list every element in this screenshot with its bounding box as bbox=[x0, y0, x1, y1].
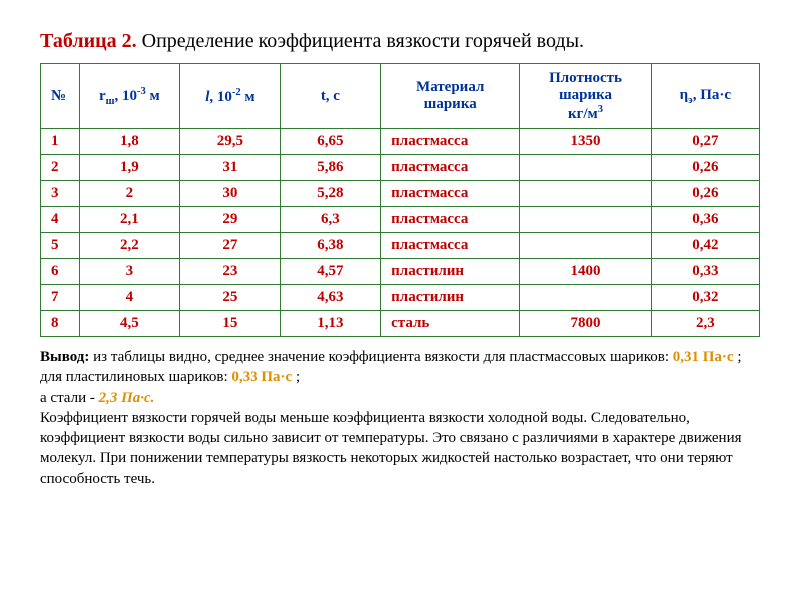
cell-r: 2,2 bbox=[79, 233, 180, 259]
cell-material: пластмасса bbox=[381, 233, 520, 259]
cell-l: 25 bbox=[180, 285, 281, 311]
cell-l: 23 bbox=[180, 259, 281, 285]
cell-n: 2 bbox=[41, 155, 80, 181]
table-row: 63234,57пластилин14000,33 bbox=[41, 259, 760, 285]
conclusion-block: Вывод: из таблицы видно, среднее значени… bbox=[40, 347, 760, 489]
cell-density: 1400 bbox=[520, 259, 651, 285]
cell-t: 6,65 bbox=[280, 129, 381, 155]
cell-n: 5 bbox=[41, 233, 80, 259]
cell-eta: 0,27 bbox=[651, 129, 759, 155]
header-material: Материалшарика bbox=[381, 64, 520, 129]
cell-t: 5,28 bbox=[280, 181, 381, 207]
cell-eta: 0,26 bbox=[651, 155, 759, 181]
cell-n: 1 bbox=[41, 129, 80, 155]
header-eta: ηэ, Па·с bbox=[651, 64, 759, 129]
cell-r: 3 bbox=[79, 259, 180, 285]
conclusion-line3: Коэффициент вязкости горячей воды меньше… bbox=[40, 408, 760, 489]
cell-density bbox=[520, 207, 651, 233]
cell-material: пластилин bbox=[381, 285, 520, 311]
cell-t: 4,63 bbox=[280, 285, 381, 311]
header-t: t, c bbox=[280, 64, 381, 129]
header-r: rш, 10-3 м bbox=[79, 64, 180, 129]
cell-density bbox=[520, 155, 651, 181]
cell-density bbox=[520, 233, 651, 259]
cell-n: 7 bbox=[41, 285, 80, 311]
cell-density: 1350 bbox=[520, 129, 651, 155]
cell-l: 29 bbox=[180, 207, 281, 233]
cell-l: 31 bbox=[180, 155, 281, 181]
title-number: Таблица 2. bbox=[40, 30, 137, 52]
cell-material: пластилин bbox=[381, 259, 520, 285]
cell-material: сталь bbox=[381, 311, 520, 337]
cell-material: пластмасса bbox=[381, 155, 520, 181]
cell-material: пластмасса bbox=[381, 129, 520, 155]
cell-eta: 0,26 bbox=[651, 181, 759, 207]
cell-density bbox=[520, 181, 651, 207]
table-row: 11,829,56,65пластмасса13500,27 bbox=[41, 129, 760, 155]
cell-t: 5,86 bbox=[280, 155, 381, 181]
conclusion-line1: Вывод: из таблицы видно, среднее значени… bbox=[40, 347, 760, 388]
viscosity-table: № rш, 10-3 м l, 10-2 м t, c Материалшари… bbox=[40, 63, 760, 337]
table-row: 21,9315,86пластмасса 0,26 bbox=[41, 155, 760, 181]
cell-r: 2,1 bbox=[79, 207, 180, 233]
header-n: № bbox=[41, 64, 80, 129]
cell-l: 30 bbox=[180, 181, 281, 207]
cell-material: пластмасса bbox=[381, 181, 520, 207]
cell-l: 27 bbox=[180, 233, 281, 259]
table-row: 42,1296,3пластмасса 0,36 bbox=[41, 207, 760, 233]
cell-n: 4 bbox=[41, 207, 80, 233]
cell-r: 4,5 bbox=[79, 311, 180, 337]
table-title: Таблица 2. Определение коэффициента вязк… bbox=[40, 30, 760, 53]
cell-density: 7800 bbox=[520, 311, 651, 337]
table-row: 84,5151,13сталь78002,3 bbox=[41, 311, 760, 337]
cell-eta: 0,33 bbox=[651, 259, 759, 285]
cell-t: 6,3 bbox=[280, 207, 381, 233]
cell-r: 1,8 bbox=[79, 129, 180, 155]
cell-eta: 0,32 bbox=[651, 285, 759, 311]
cell-material: пластмасса bbox=[381, 207, 520, 233]
cell-n: 6 bbox=[41, 259, 80, 285]
cell-l: 29,5 bbox=[180, 129, 281, 155]
cell-n: 3 bbox=[41, 181, 80, 207]
cell-t: 1,13 bbox=[280, 311, 381, 337]
cell-t: 6,38 bbox=[280, 233, 381, 259]
title-text: Определение коэффициента вязкости горяче… bbox=[142, 30, 584, 52]
table-row: 74254,63пластилин 0,32 bbox=[41, 285, 760, 311]
cell-eta: 0,42 bbox=[651, 233, 759, 259]
table-header-row: № rш, 10-3 м l, 10-2 м t, c Материалшари… bbox=[41, 64, 760, 129]
cell-l: 15 bbox=[180, 311, 281, 337]
cell-t: 4,57 bbox=[280, 259, 381, 285]
header-l: l, 10-2 м bbox=[180, 64, 281, 129]
table-row: 52,2276,38пластмасса 0,42 bbox=[41, 233, 760, 259]
cell-r: 1,9 bbox=[79, 155, 180, 181]
cell-eta: 2,3 bbox=[651, 311, 759, 337]
cell-n: 8 bbox=[41, 311, 80, 337]
cell-eta: 0,36 bbox=[651, 207, 759, 233]
cell-density bbox=[520, 285, 651, 311]
cell-r: 4 bbox=[79, 285, 180, 311]
header-density: Плотностьшарикакг/м3 bbox=[520, 64, 651, 129]
conclusion-line2: а стали - 2,3 Па·с. bbox=[40, 388, 760, 408]
table-row: 32305,28пластмасса 0,26 bbox=[41, 181, 760, 207]
cell-r: 2 bbox=[79, 181, 180, 207]
